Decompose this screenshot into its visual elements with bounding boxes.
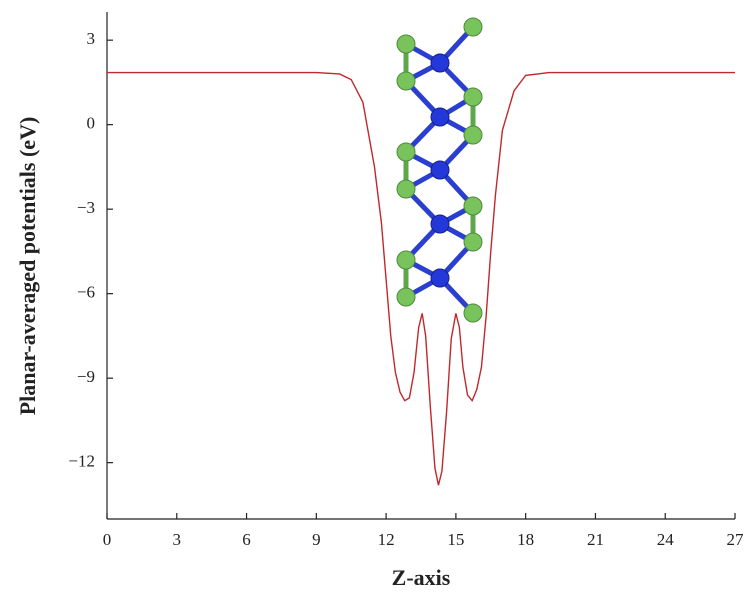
y-axis-label: Planar-averaged potentials (eV) <box>15 117 40 416</box>
x-tick-label: 9 <box>312 530 321 549</box>
x-tick-label: 18 <box>517 530 534 549</box>
y-tick-label: −12 <box>68 452 95 471</box>
y-tick-label: 0 <box>87 114 96 133</box>
x-tick-label: 24 <box>657 530 675 549</box>
chart: Planar-averaged potentials (eV) Z-axis −… <box>0 0 750 597</box>
x-tick-label: 27 <box>727 530 745 549</box>
structure-inset <box>397 18 482 322</box>
x-axis-label: Z-axis <box>392 565 451 590</box>
y-tick-label: −3 <box>77 198 95 217</box>
x-tick-label: 0 <box>103 530 112 549</box>
page: {"chart_data": {"type": "line", "x_label… <box>0 0 750 597</box>
x-tick-label: 3 <box>173 530 182 549</box>
x-tick-label: 21 <box>587 530 604 549</box>
y-tick-label: −9 <box>77 367 95 386</box>
y-tick-label: 3 <box>87 29 96 48</box>
y-tick-label: −6 <box>77 283 95 302</box>
x-tick-label: 6 <box>242 530 251 549</box>
x-tick-label: 12 <box>378 530 395 549</box>
x-tick-label: 15 <box>447 530 464 549</box>
